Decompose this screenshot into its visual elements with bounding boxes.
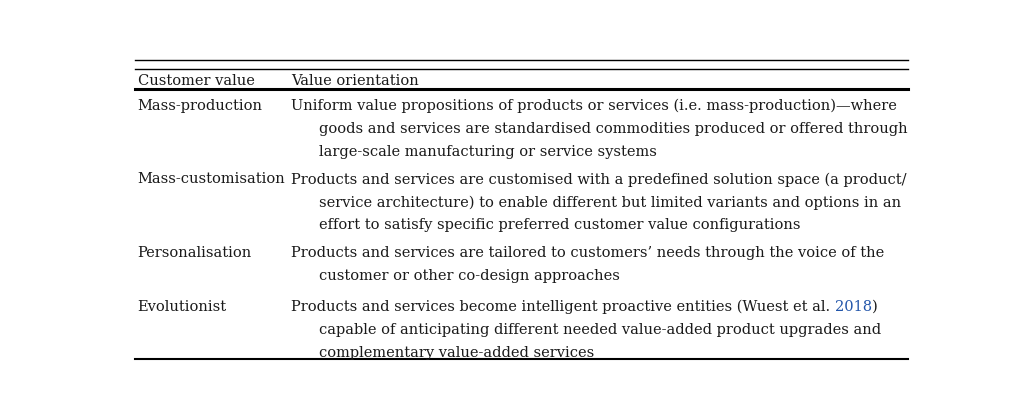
Text: goods and services are standardised commodities produced or offered through: goods and services are standardised comm… [319,122,908,136]
Text: complementary value-added services: complementary value-added services [319,345,595,359]
Text: 2018: 2018 [835,299,872,313]
Text: large-scale manufacturing or service systems: large-scale manufacturing or service sys… [319,145,657,159]
Text: Value orientation: Value orientation [291,74,419,88]
Text: ): ) [872,299,878,313]
Text: Products and services are tailored to customers’ needs through the voice of the: Products and services are tailored to cu… [291,245,885,259]
Text: Products and services become intelligent proactive entities (Wuest et al.: Products and services become intelligent… [291,299,835,313]
Text: Customer value: Customer value [137,74,254,88]
Text: Personalisation: Personalisation [137,245,251,259]
Text: service architecture) to enable different but limited variants and options in an: service architecture) to enable differen… [319,195,901,209]
Text: Evolutionist: Evolutionist [137,299,227,313]
Text: Uniform value propositions of products or services (i.e. mass-production)—where: Uniform value propositions of products o… [291,99,897,113]
Text: Mass-production: Mass-production [137,99,263,113]
Text: Products and services are customised with a predefined solution space (a product: Products and services are customised wit… [291,172,907,186]
Text: customer or other co-design approaches: customer or other co-design approaches [319,268,620,282]
Text: capable of anticipating different needed value-added product upgrades and: capable of anticipating different needed… [319,322,882,336]
Text: effort to satisfy specific preferred customer value configurations: effort to satisfy specific preferred cus… [319,218,800,232]
Text: Mass-customisation: Mass-customisation [137,172,285,186]
